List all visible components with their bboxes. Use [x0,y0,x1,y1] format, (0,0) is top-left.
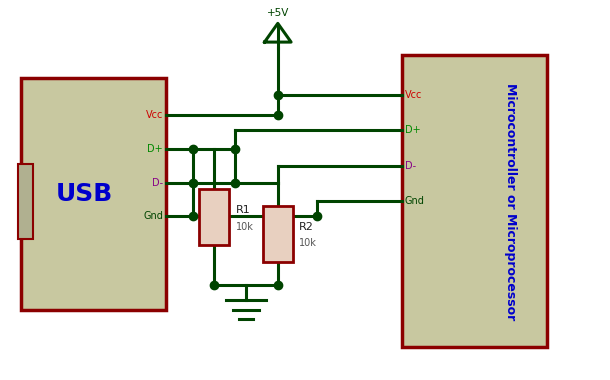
Bar [199,189,229,245]
Text: D+: D+ [404,125,420,135]
Text: Vcc: Vcc [404,90,422,100]
Text: Gnd: Gnd [404,196,425,206]
Text: Microcontroller or Microprocessor: Microcontroller or Microprocessor [504,82,517,320]
Bar [402,55,547,347]
Bar [263,206,293,262]
Text: D-: D- [152,177,163,187]
Text: +5V: +5V [267,8,289,18]
Text: Gnd: Gnd [143,211,163,221]
Text: 10k: 10k [235,222,253,231]
Text: 10k: 10k [299,238,317,249]
Text: R2: R2 [299,222,314,231]
Text: Vcc: Vcc [146,110,163,120]
Text: R1: R1 [235,205,250,215]
Text: USB: USB [56,182,113,206]
Bar [18,164,33,239]
Bar [21,78,166,310]
Text: D-: D- [404,161,416,171]
Text: D+: D+ [148,144,163,154]
